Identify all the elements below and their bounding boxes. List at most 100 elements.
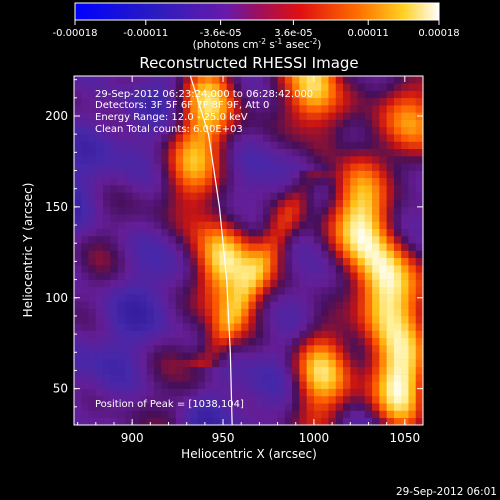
heatmap-cell [226,206,235,215]
heatmap-cell [350,97,358,106]
heatmap-cell [284,243,293,251]
heatmap-cell [335,134,344,142]
heatmap-cell [357,250,366,259]
heatmap-cell [335,126,344,135]
heatmap-cell [401,250,409,259]
heatmap-cell [212,170,220,179]
heatmap-cell [226,250,235,259]
heatmap-cell [204,214,213,222]
heatmap-cell [117,388,126,397]
heatmap-cell [343,119,351,128]
heatmap-cell [132,134,140,142]
heatmap-cell [95,192,104,200]
heatmap-cell [263,257,271,266]
heatmap-cell [292,294,300,302]
heatmap-cell [343,206,351,215]
heatmap-cell [350,155,358,164]
heatmap-cell [350,359,358,368]
heatmap-cell [357,221,366,229]
heatmap-cell [197,330,206,339]
heatmap-cell [408,206,417,215]
heatmap-cell [401,112,409,120]
heatmap-cell [415,279,423,288]
heatmap-cell [204,301,213,309]
heatmap-cell [139,119,148,128]
heatmap-cell [74,228,82,237]
heatmap-cell [175,119,184,128]
heatmap-cell [299,148,307,157]
heatmap-cell [197,214,206,222]
heatmap-cell [364,119,373,128]
heatmap-cell [204,141,213,150]
heatmap-cell [255,265,264,273]
heatmap-cell [117,170,126,179]
heatmap-cell [299,228,307,237]
heatmap-cell [190,417,198,425]
heatmap-cell [197,417,206,425]
heatmap-cell [117,410,126,419]
heatmap-cell [103,337,111,346]
heatmap-cell [372,374,380,382]
heatmap-cell [372,199,380,208]
heatmap-cell [197,337,206,346]
heatmap-cell [204,119,213,128]
heatmap-cell [328,337,337,346]
heatmap-cell [328,155,337,164]
heatmap-cell [241,97,249,106]
heatmap-cell [233,410,242,419]
heatmap-cell [197,366,206,375]
heatmap-cell [204,395,213,404]
heatmap-cell [364,228,373,237]
heatmap-cell [248,105,257,113]
heatmap-cell [372,308,380,317]
heatmap-cell [226,192,235,200]
heatmap-cell [139,76,148,84]
heatmap-cell [88,337,97,346]
heatmap-cell [379,345,387,353]
heatmap-cell [74,83,82,91]
heatmap-cell [81,134,89,142]
heatmap-cell [241,366,249,375]
heatmap-cell [103,76,111,84]
heatmap-cell [175,243,184,251]
heatmap-cell [175,112,184,120]
heatmap-cell [190,97,198,106]
heatmap-cell [197,221,206,229]
heatmap-cell [415,141,423,150]
heatmap-cell [124,301,133,309]
heatmap-cell [263,265,271,273]
heatmap-cell [335,141,344,150]
heatmap-cell [408,214,417,222]
heatmap-cell [306,308,315,317]
heatmap-cell [321,221,329,229]
heatmap-cell [139,265,148,273]
heatmap-cell [306,403,315,411]
heatmap-cell [204,206,213,215]
heatmap-cell [270,185,278,193]
heatmap-cell [219,308,227,317]
heatmap-cell [190,315,198,324]
heatmap-cell [233,185,242,193]
heatmap-cell [161,315,169,324]
heatmap-cell [175,388,184,397]
heatmap-cell [161,381,169,389]
heatmap-cell [139,301,148,309]
heatmap-cell [175,272,184,280]
heatmap-cell [306,265,315,273]
heatmap-cell [379,192,387,200]
heatmap-cell [372,119,380,128]
heatmap-cell [146,235,155,244]
heatmap-cell [357,97,366,106]
heatmap-cell [343,279,351,288]
heatmap-cell [401,381,409,389]
heatmap-cell [284,257,293,266]
heatmap-cell [95,163,104,171]
heatmap-cell [204,374,213,382]
heatmap-cell [146,105,155,113]
heatmap-cell [277,170,286,179]
heatmap-cell [299,134,307,142]
heatmap-cell [306,148,315,157]
heatmap-cell [306,337,315,346]
heatmap-cell [299,214,307,222]
heatmap-cell [401,97,409,106]
